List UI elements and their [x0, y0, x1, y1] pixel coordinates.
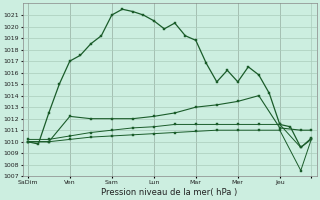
X-axis label: Pression niveau de la mer( hPa ): Pression niveau de la mer( hPa ) — [101, 188, 238, 197]
